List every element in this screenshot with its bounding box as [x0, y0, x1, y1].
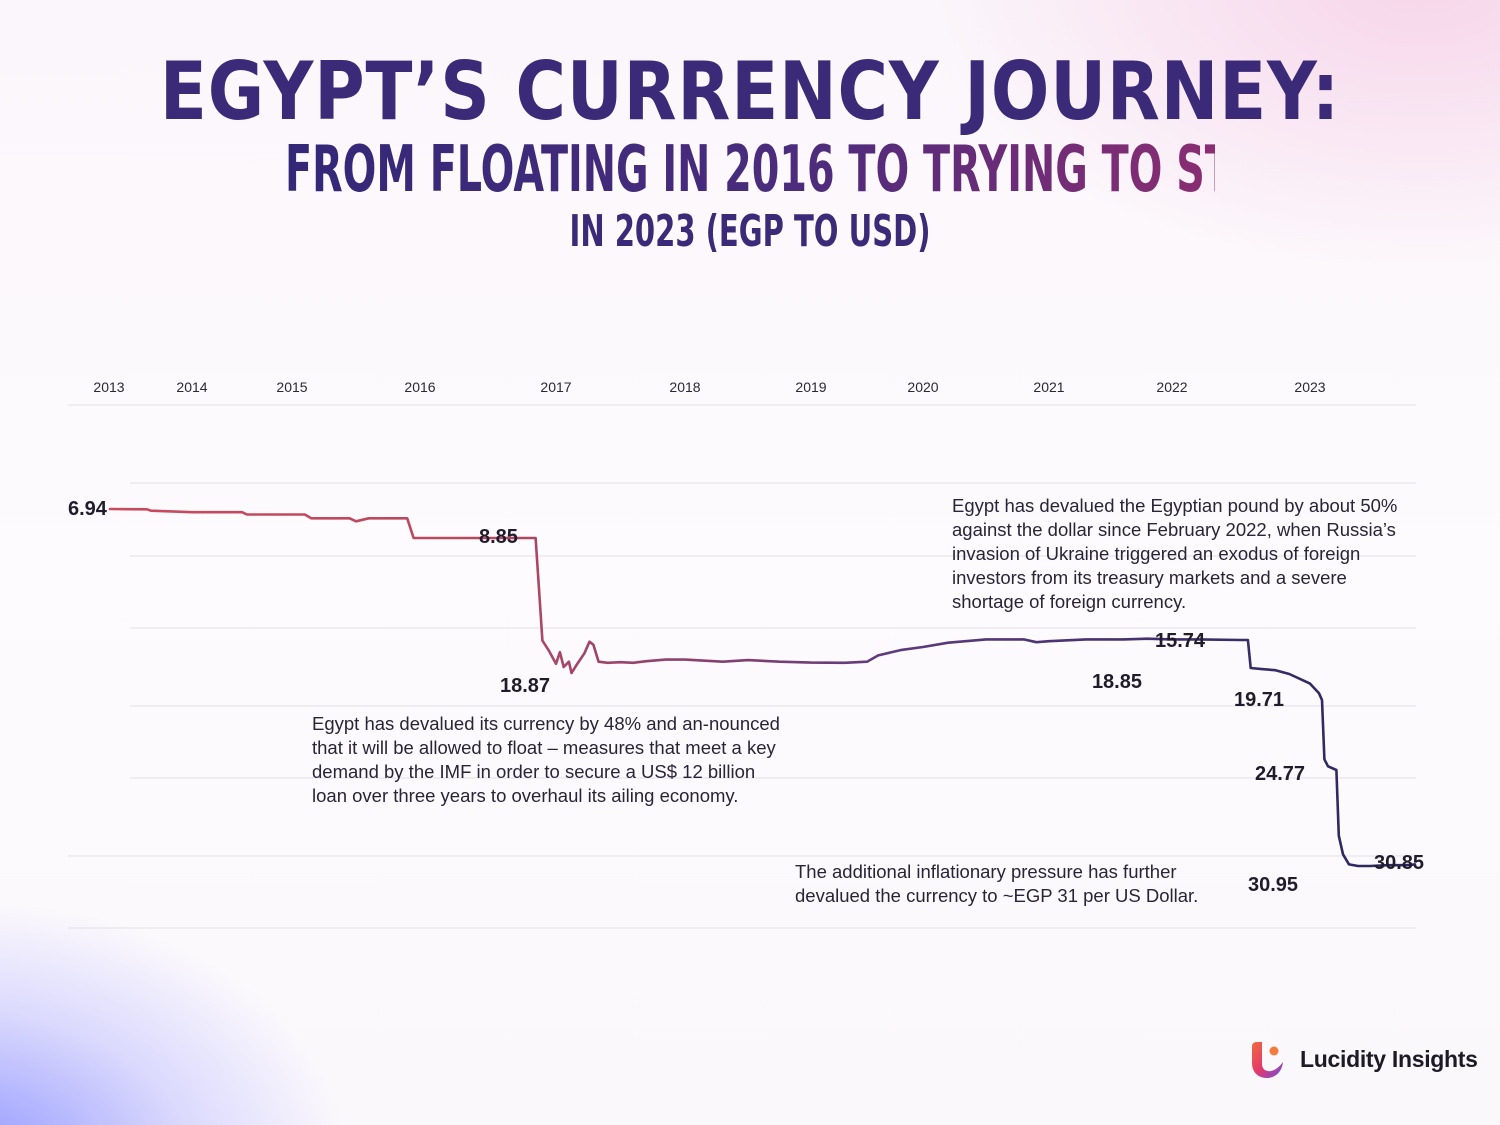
- data-label-8-85: 8.85: [479, 526, 518, 548]
- annotation-2022-devaluation: Egypt has devalued the Egyptian pound by…: [952, 495, 1398, 612]
- year-tick-2016: 2016: [404, 379, 435, 395]
- data-label-19-71: 19.71: [1234, 689, 1284, 711]
- year-tick-2017: 2017: [540, 379, 571, 395]
- year-tick-2021: 2021: [1033, 379, 1064, 395]
- data-label-6-94: 6.94: [68, 498, 108, 520]
- year-ticks: 2013 2014 2015 2016 2017 2018 2019 2020 2021 2022…: [93, 379, 1325, 395]
- year-tick-2020: 2020: [907, 379, 938, 395]
- title-line-3: IN 2023 (EGP TO USD): [569, 206, 931, 257]
- data-label-30-85: 30.85: [1374, 852, 1424, 874]
- year-tick-2014: 2014: [176, 379, 207, 395]
- year-tick-2023: 2023: [1294, 379, 1325, 395]
- data-label-18-87: 18.87: [500, 675, 550, 697]
- brand-logo: Lucidity Insights: [1248, 1038, 1478, 1080]
- series-line: [108, 507, 1417, 868]
- annotation-2023-inflation: The additional inflationary pressure has…: [795, 861, 1199, 906]
- data-label-15-74: 15.74: [1155, 630, 1206, 652]
- year-tick-2019: 2019: [795, 379, 826, 395]
- data-label-30-95: 30.95: [1248, 874, 1298, 896]
- year-tick-2022: 2022: [1156, 379, 1187, 395]
- grid-lines: [68, 404, 1416, 929]
- annotation-2016-float: Egypt has devalued its currency by 48% a…: [312, 713, 780, 806]
- year-tick-2013: 2013: [93, 379, 124, 395]
- year-tick-2015: 2015: [276, 379, 307, 395]
- data-label-24-77: 24.77: [1255, 763, 1305, 785]
- data-label-18-85: 18.85: [1092, 671, 1142, 693]
- lucidity-logo-icon: [1252, 1042, 1283, 1078]
- brand-name: Lucidity Insights: [1300, 1045, 1478, 1072]
- year-tick-2018: 2018: [669, 379, 700, 395]
- title-line-1: EGYPT’S CURRENCY JOURNEY:: [159, 45, 1341, 138]
- data-labels: 6.94 8.85 18.87 15.74 18.85 19.71 24.77 30.95 30…: [68, 498, 1424, 896]
